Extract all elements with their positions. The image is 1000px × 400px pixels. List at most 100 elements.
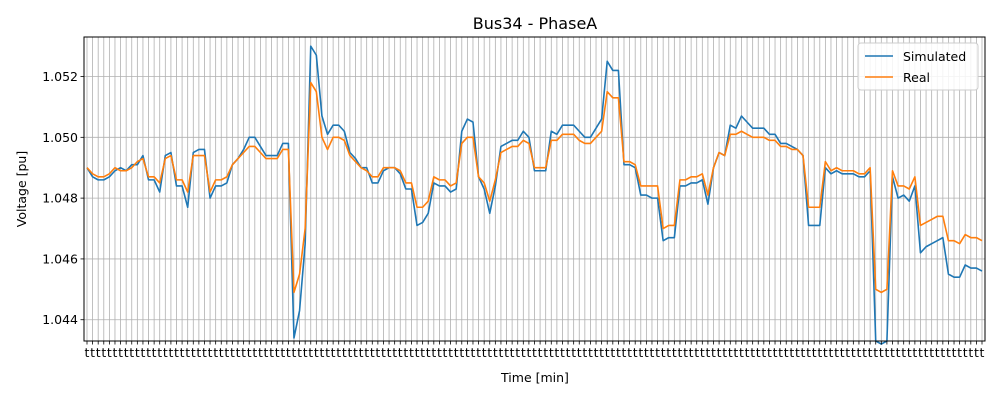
x-tick-label: t [795, 345, 800, 360]
x-tick-label: t [135, 345, 140, 360]
x-tick-label: t [784, 345, 789, 360]
x-tick-label: t [918, 345, 923, 360]
x-tick-label: t [554, 345, 559, 360]
x-tick-label: t [666, 345, 671, 360]
x-tick-label: t [661, 345, 666, 360]
y-tick-label: 1.046 [42, 251, 78, 266]
x-tick-label: t [443, 345, 448, 360]
x-tick-label: t [387, 345, 392, 360]
x-tick-label: t [465, 345, 470, 360]
x-tick-label: t [672, 345, 677, 360]
x-tick-label: t [890, 345, 895, 360]
x-tick-label: t [476, 345, 481, 360]
x-tick-label: t [247, 345, 252, 360]
x-tick-label: t [157, 345, 162, 360]
x-tick-label: t [241, 345, 246, 360]
x-tick-label: t [946, 345, 951, 360]
x-tick-label: t [929, 345, 934, 360]
x-tick-label: t [303, 345, 308, 360]
y-tick-label: 1.048 [42, 191, 78, 206]
x-tick-label: t [85, 345, 90, 360]
x-tick-label: t [773, 345, 778, 360]
x-tick-label: t [577, 345, 582, 360]
x-axis-label: Time [min] [500, 370, 569, 385]
x-tick-label: t [756, 345, 761, 360]
x-tick-label: t [829, 345, 834, 360]
x-tick-label: t [174, 345, 179, 360]
x-tick-label: t [113, 345, 118, 360]
x-tick-label: t [202, 345, 207, 360]
x-tick-label: t [980, 345, 985, 360]
x-tick-label: t [230, 345, 235, 360]
x-tick-label: t [789, 345, 794, 360]
x-tick-label: t [152, 345, 157, 360]
x-tick-label: t [638, 345, 643, 360]
x-tick-label: t [834, 345, 839, 360]
x-tick-label: t [146, 345, 151, 360]
x-tick-label: t [616, 345, 621, 360]
x-tick-label: t [409, 345, 414, 360]
x-tick-label: t [392, 345, 397, 360]
series-layer [86, 45, 983, 345]
x-tick-label: t [448, 345, 453, 360]
x-tick-label: t [711, 345, 716, 360]
x-tick-label: t [873, 345, 878, 360]
x-tick-label: t [208, 345, 213, 360]
x-tick-label: t [627, 345, 632, 360]
x-tick-label: t [907, 345, 912, 360]
x-tick-label: t [884, 345, 889, 360]
x-tick-label: t [571, 345, 576, 360]
x-tick-label: t [213, 345, 218, 360]
x-tick-label: t [219, 345, 224, 360]
x-tick-label: t [196, 345, 201, 360]
x-tick-label: t [140, 345, 145, 360]
x-tick-label: t [163, 345, 168, 360]
x-tick-label: t [845, 345, 850, 360]
x-tick-label: t [101, 345, 106, 360]
x-tick-label: t [180, 345, 185, 360]
legend-box [857, 42, 979, 91]
x-tick-label: t [851, 345, 856, 360]
x-tick-label: t [431, 345, 436, 360]
x-tick-label: t [454, 345, 459, 360]
legend: Simulated Real [857, 42, 979, 91]
x-tick-label: t [359, 345, 364, 360]
x-tick-label: t [297, 345, 302, 360]
x-tick-label: t [896, 345, 901, 360]
x-tick-label: t [968, 345, 973, 360]
x-tick-label: t [353, 345, 358, 360]
x-tick-label: t [292, 345, 297, 360]
x-tick-label: t [459, 345, 464, 360]
x-tick-label: t [258, 345, 263, 360]
x-tick-label: t [532, 345, 537, 360]
x-tick-label: t [739, 345, 744, 360]
x-tick-label: t [644, 345, 649, 360]
x-tick-label: t [398, 345, 403, 360]
x-tick-label: t [504, 345, 509, 360]
x-tick-label: t [677, 345, 682, 360]
x-tick-label: t [275, 345, 280, 360]
x-tick-label: t [319, 345, 324, 360]
x-tick-label: t [588, 345, 593, 360]
x-tick-label: t [745, 345, 750, 360]
x-tick-label: t [336, 345, 341, 360]
x-tick-label: t [493, 345, 498, 360]
x-tick-label: t [482, 345, 487, 360]
x-tick-label: t [515, 345, 520, 360]
x-tick-label: t [364, 345, 369, 360]
y-tick-label: 1.050 [42, 130, 78, 145]
x-tick-label: t [750, 345, 755, 360]
x-tick-label: t [778, 345, 783, 360]
x-tick-label: t [767, 345, 772, 360]
x-tick-label: t [952, 345, 957, 360]
y-tick-label: 1.044 [42, 312, 78, 327]
x-tick-label: t [705, 345, 710, 360]
x-tick-label: t [879, 345, 884, 360]
x-tick-label: t [342, 345, 347, 360]
x-tick-label: t [761, 345, 766, 360]
x-tick-label: t [912, 345, 917, 360]
x-tick-label: t [812, 345, 817, 360]
x-tick-label: t [694, 345, 699, 360]
x-tick-label: t [129, 345, 134, 360]
